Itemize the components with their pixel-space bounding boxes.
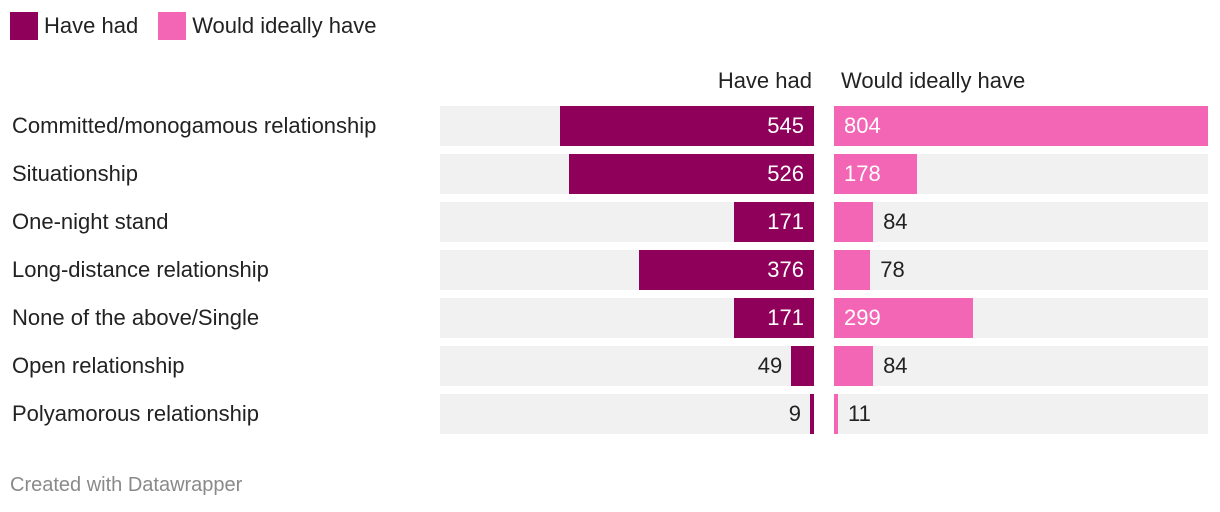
legend-label-would-ideally-have: Would ideally have <box>192 13 377 38</box>
legend-label-have-had: Have had <box>44 13 139 38</box>
bar-would-ideally-have-situationship <box>834 154 917 194</box>
row-label: None of the above/Single <box>12 305 260 330</box>
bar-would-ideally-have-polyamorous-relationship <box>834 394 838 434</box>
bar-track-have-had <box>440 346 814 386</box>
legend: Have had Would ideally have <box>10 12 396 40</box>
row-label: Committed/monogamous relationship <box>12 113 377 138</box>
value-label-have-had: 526 <box>767 161 804 186</box>
value-label-would-ideally-have: 804 <box>844 113 881 138</box>
bar-have-had-situationship <box>569 154 814 194</box>
legend-item-have-had: Have had <box>10 12 138 40</box>
value-label-would-ideally-have: 84 <box>883 353 908 378</box>
bar-track-would-ideally-have <box>834 394 1208 434</box>
value-label-would-ideally-have: 299 <box>844 305 881 330</box>
bar-track-would-ideally-have <box>834 250 1208 290</box>
bar-have-had-none-of-the-above-single <box>734 298 814 338</box>
row-label: Polyamorous relationship <box>12 401 260 426</box>
value-label-have-had: 171 <box>767 305 804 330</box>
bar-have-had-committed-monogamous-relationship <box>560 106 814 146</box>
value-label-would-ideally-have: 178 <box>844 161 881 186</box>
row-label: Situationship <box>12 161 138 186</box>
legend-swatch-would-ideally-have <box>158 12 187 40</box>
bar-have-had-one-night-stand <box>734 202 814 242</box>
value-label-have-had: 545 <box>767 113 804 138</box>
footer-credit: Created with Datawrapper <box>10 474 243 496</box>
legend-swatch-have-had <box>10 12 38 40</box>
bar-would-ideally-have-long-distance-relationship <box>834 250 871 290</box>
value-label-have-had: 49 <box>757 353 783 378</box>
row-label: Open relationship <box>12 353 185 378</box>
bar-would-ideally-have-committed-monogamous-relationship <box>834 106 1208 146</box>
bar-track-would-ideally-have <box>834 202 1208 242</box>
column-header-have-had: Have had <box>717 68 812 93</box>
bar-would-ideally-have-open-relationship <box>834 346 874 386</box>
bar-track-would-ideally-have <box>834 346 1208 386</box>
bar-track-have-had <box>440 394 814 434</box>
bar-have-had-open-relationship <box>791 346 814 386</box>
bar-have-had-long-distance-relationship <box>639 250 814 290</box>
value-label-would-ideally-have: 84 <box>883 209 908 234</box>
value-label-would-ideally-have: 11 <box>848 401 871 426</box>
bar-would-ideally-have-none-of-the-above-single <box>834 298 974 338</box>
row-label: One-night stand <box>12 209 169 234</box>
value-label-would-ideally-have: 78 <box>880 257 905 282</box>
column-header-would-ideally-have: Would ideally have <box>841 68 1026 93</box>
value-label-have-had: 376 <box>767 257 804 282</box>
value-label-have-had: 171 <box>767 209 804 234</box>
bar-would-ideally-have-one-night-stand <box>834 202 874 242</box>
legend-item-would-ideally-have: Would ideally have <box>158 12 376 40</box>
row-label: Long-distance relationship <box>12 257 269 282</box>
bar-have-had-polyamorous-relationship <box>810 394 814 434</box>
value-label-have-had: 9 <box>788 401 801 426</box>
